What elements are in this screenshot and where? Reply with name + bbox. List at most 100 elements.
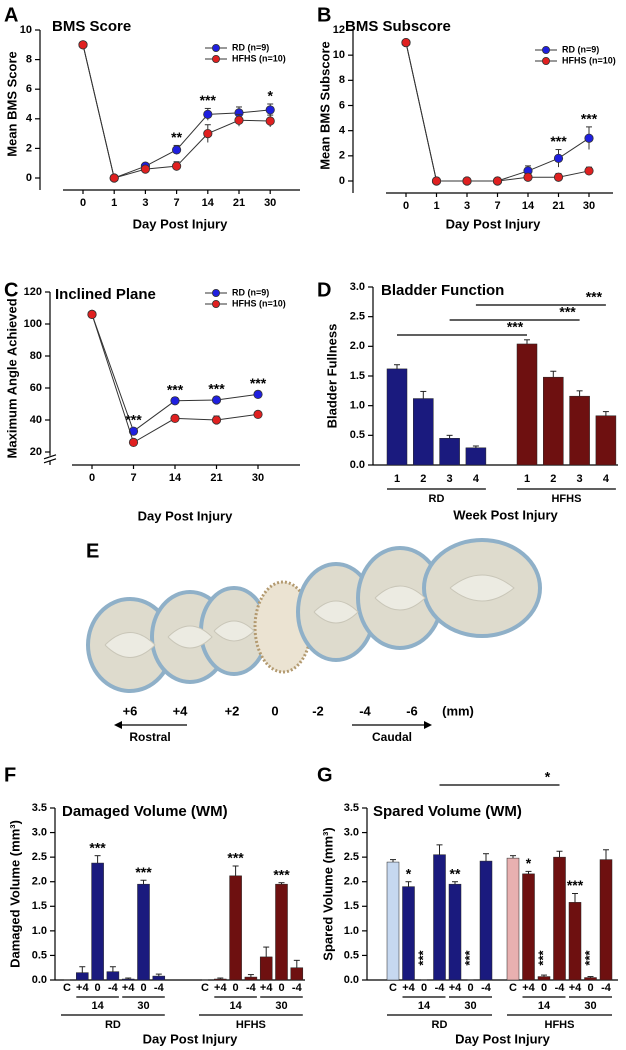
y-tick-label: 10 [20, 24, 32, 36]
y-tick-label: 2 [339, 150, 345, 162]
y-tick-label: 1.5 [32, 900, 47, 912]
y-tick-label: 1.0 [344, 925, 359, 937]
x-tick-label: 0 [421, 982, 427, 994]
significance: *** [415, 949, 430, 965]
y-tick-label: 1.0 [32, 925, 47, 937]
x-tick-label: C [201, 982, 209, 994]
legend-label: HFHS (n=10) [562, 55, 616, 65]
y-axis-label: Damaged Volume (mm³) [7, 820, 22, 968]
point [401, 37, 411, 48]
x-tick-label: -4 [246, 982, 257, 994]
bar [439, 438, 460, 466]
x-tick-label: +4 [260, 982, 273, 994]
x-tick-label: 2 [420, 473, 426, 485]
x-tick-label: +4 [214, 982, 227, 994]
x-tick-label: C [509, 982, 517, 994]
y-tick-label: 80 [30, 350, 42, 362]
significance: ** [450, 865, 461, 881]
group-label: RD [432, 1019, 448, 1031]
day-label: 30 [584, 1000, 596, 1012]
panel-letter: C [4, 279, 18, 301]
position-label: -4 [359, 703, 371, 718]
x-tick-label: 21 [233, 197, 245, 209]
significance: *** [167, 381, 184, 397]
day-label: 14 [418, 1000, 431, 1012]
bar [537, 976, 551, 981]
point [553, 172, 564, 182]
point [211, 395, 222, 405]
position-label: -6 [406, 703, 418, 718]
x-tick-label: 7 [174, 197, 180, 209]
legend-marker [211, 55, 220, 64]
y-tick-label: 0.0 [350, 459, 365, 471]
bracket-significance: *** [507, 319, 524, 335]
point [431, 176, 442, 186]
day-label: 14 [91, 1000, 104, 1012]
x-tick-label: +4 [522, 982, 535, 994]
x-tick-label: 2 [550, 473, 556, 485]
significance: *** [535, 949, 550, 965]
y-tick-label: 2.5 [32, 851, 47, 863]
y-tick-label: 0.5 [32, 949, 47, 961]
chart-title: Inclined Plane [55, 286, 156, 303]
x-axis-label: Week Post Injury [453, 507, 558, 522]
x-tick-label: +4 [449, 982, 462, 994]
bracket-significance: * [545, 769, 551, 785]
legend-label: RD (n=9) [232, 287, 269, 297]
position-label: +6 [123, 703, 138, 718]
y-tick-label: 6 [339, 99, 345, 111]
spinal-cord-image [86, 538, 542, 729]
y-tick-label: 1.5 [344, 900, 359, 912]
x-axis-label: Day Post Injury [138, 508, 233, 523]
bar [479, 860, 493, 981]
bar [522, 873, 535, 981]
bar [91, 862, 104, 981]
bracket-significance: *** [586, 289, 603, 305]
chart-title: BMS Subscore [345, 18, 451, 35]
x-tick-label: 1 [394, 473, 400, 485]
x-tick-label: -4 [292, 982, 303, 994]
x-tick-label: 1 [433, 200, 439, 212]
y-tick-label: 120 [24, 286, 42, 298]
legend-label: RD (n=9) [232, 42, 269, 52]
position-label: +4 [173, 703, 189, 718]
bar [553, 856, 566, 981]
panel-letter: A [4, 4, 18, 26]
position-label: -2 [312, 703, 324, 718]
point [203, 129, 213, 139]
x-tick-label: 3 [577, 473, 583, 485]
bar [214, 978, 227, 981]
y-tick-label: 20 [30, 446, 42, 458]
axis-break [43, 458, 57, 464]
caudal-label: Caudal [372, 730, 412, 744]
y-tick-label: 1.0 [350, 400, 365, 412]
significance: *** [582, 949, 597, 965]
y-tick-label: 0.5 [350, 429, 365, 441]
y-tick-label: 12 [333, 24, 345, 36]
significance: *** [250, 375, 267, 391]
significance: *** [462, 949, 477, 965]
point [234, 115, 244, 125]
bar [259, 956, 273, 981]
bar [569, 395, 590, 466]
x-tick-label: +4 [402, 982, 415, 994]
x-tick-label: -4 [481, 982, 492, 994]
point [87, 309, 97, 319]
x-tick-label: 30 [583, 200, 595, 212]
significance: *** [200, 92, 217, 108]
significance: ** [171, 129, 182, 145]
x-tick-label: +4 [569, 982, 582, 994]
bar [106, 971, 120, 981]
x-tick-label: 3 [142, 197, 148, 209]
y-tick-label: 3.0 [350, 281, 365, 293]
x-tick-label: C [63, 982, 71, 994]
x-tick-label: 0 [233, 982, 239, 994]
x-tick-label: 7 [130, 472, 136, 484]
y-axis-label: Bladder Fullness [324, 324, 339, 429]
panel-letter: E [86, 540, 99, 562]
bar [595, 415, 617, 466]
position-label: 0 [271, 703, 278, 718]
x-tick-label: 3 [447, 473, 453, 485]
gray-matter [104, 574, 515, 658]
x-tick-label: -4 [555, 982, 566, 994]
